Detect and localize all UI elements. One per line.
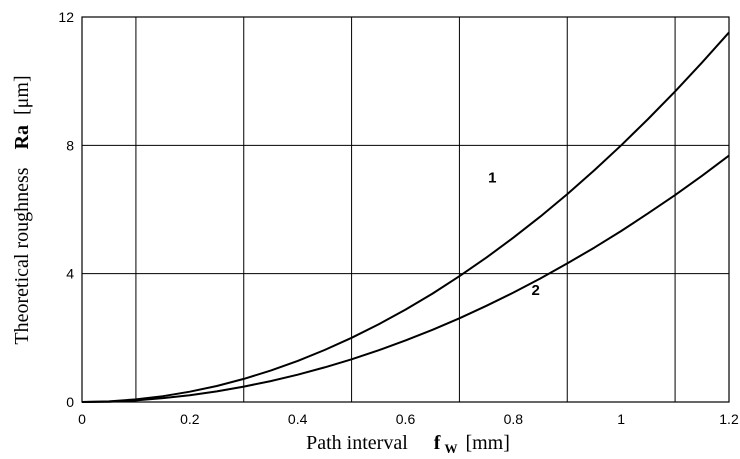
series-1-line [81,31,730,403]
series-2-line [81,154,730,403]
y-axis-label: Theoretical roughness [11,167,33,344]
plot-area-frame [81,16,730,403]
curve-labels: 12 [488,170,540,299]
x-axis-unit: [mm] [465,432,509,454]
series-1-label: 1 [488,170,496,187]
x-tick-label: 1 [617,411,625,427]
x-tick-label: 0.4 [288,411,308,427]
y-axis-title: Theoretical roughness Ra [μm] [11,75,33,344]
x-axis-symbol: f [434,432,441,454]
y-tick-label: 8 [66,137,74,153]
series-layer [81,31,730,403]
y-tick-label: 4 [66,266,74,282]
x-axis-ticks: 0 0.2 0.4 0.6 0.8 1 1.2 [78,411,739,427]
x-tick-label: 0 [78,411,86,427]
x-axis-label: Path interval [306,432,408,454]
y-tick-label: 12 [58,9,74,25]
y-axis-symbol: Ra [11,125,33,149]
series-2-label: 2 [532,282,540,299]
y-tick-label: 0 [66,394,74,410]
x-tick-label: 0.2 [180,411,200,427]
grid [82,17,729,402]
y-axis-ticks: 0 4 8 12 [58,9,74,410]
y-axis-unit: [μm] [11,75,33,115]
x-tick-label: 1.2 [719,411,739,427]
x-tick-label: 0.6 [396,411,416,427]
x-tick-label: 0.8 [504,411,524,427]
x-axis-subscript: W [444,441,457,456]
x-axis-title: Path interval f W [mm] [306,432,510,457]
